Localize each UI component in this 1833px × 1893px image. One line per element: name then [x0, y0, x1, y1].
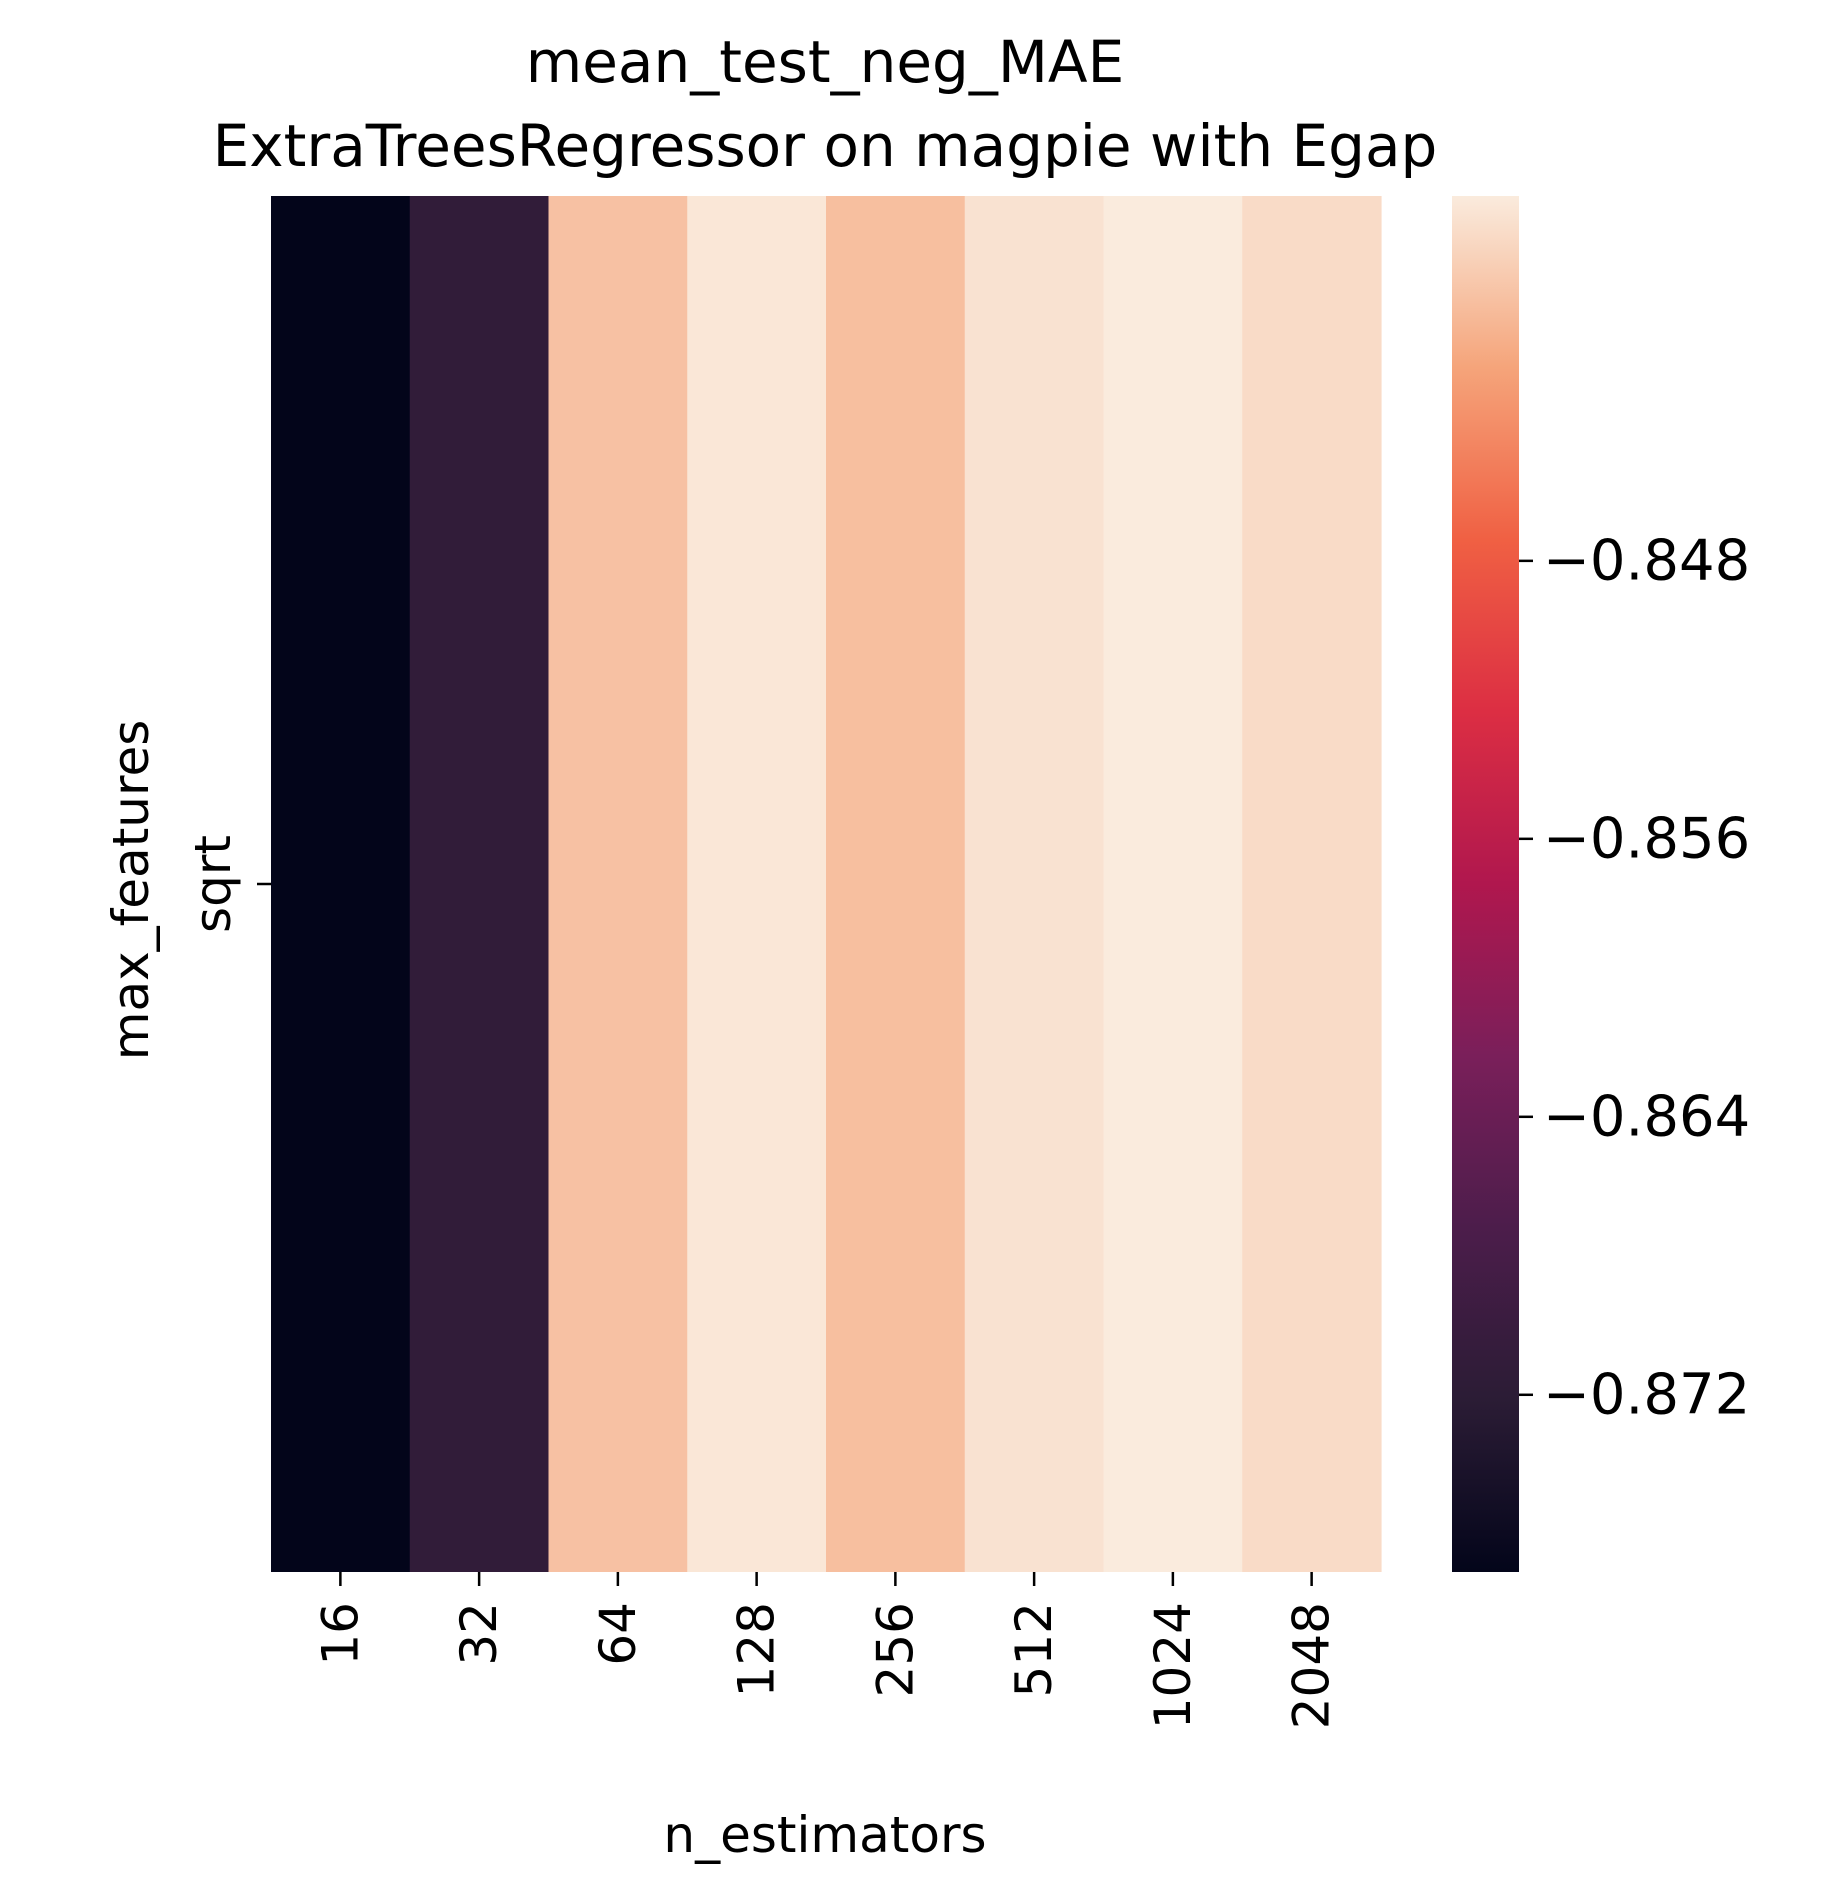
heatmap-cell	[1103, 196, 1243, 1572]
heatmap-cell	[687, 196, 827, 1572]
x-tick-label: 1024	[1144, 1602, 1202, 1729]
x-tick-label: 16	[311, 1602, 369, 1666]
chart-subtitle: ExtraTreesRegressor on magpie with Egap	[213, 112, 1438, 180]
x-tick-label: 2048	[1283, 1602, 1341, 1729]
colorbar-tick-label: −0.872	[1543, 1362, 1750, 1427]
heatmap-cell	[826, 196, 966, 1572]
x-tick-label: 256	[866, 1602, 924, 1697]
colorbar-tick-label: −0.864	[1543, 1084, 1750, 1149]
heatmap-cell	[1242, 196, 1382, 1572]
x-tick-label: 64	[589, 1602, 647, 1666]
colorbar	[1452, 196, 1519, 1572]
chart-title: mean_test_neg_MAE	[526, 28, 1125, 96]
colorbar-tick-label: −0.848	[1543, 528, 1750, 593]
heatmap-cell	[964, 196, 1105, 1572]
x-axis-label: n_estimators	[663, 1806, 986, 1864]
heatmap-cell	[271, 196, 411, 1572]
x-tick-label: 128	[728, 1602, 786, 1697]
y-axis-label: max_features	[102, 720, 160, 1061]
colorbar-tick-label: −0.856	[1543, 806, 1750, 871]
y-tick-label: sqrt	[184, 835, 242, 933]
heatmap-cell	[409, 196, 550, 1572]
colorbar-ticks: −0.872 −0.864 −0.856 −0.848	[1519, 528, 1750, 1427]
x-tick-label: 32	[450, 1602, 508, 1666]
x-axis-ticks: 16 32 64 128 256 512 1024 2048	[311, 1572, 1341, 1729]
y-axis-ticks: sqrt	[184, 835, 271, 933]
heatmap-cell	[548, 196, 688, 1572]
heatmap-cells	[271, 196, 1382, 1572]
x-tick-label: 512	[1005, 1602, 1063, 1697]
